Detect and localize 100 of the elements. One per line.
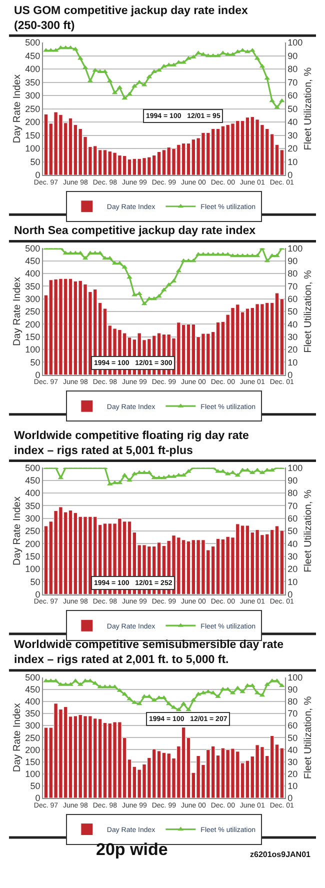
y-tick-label: 400 (25, 488, 40, 498)
y-tick-label: 450 (25, 684, 40, 695)
y2-tick-label: 40 (288, 117, 298, 128)
chart-title: Worldwide competitive semisubmersible day rate index – rigs rated at 2,001 ft. to 5,000 ft. (14, 639, 284, 666)
y-tick-label: 200 (25, 319, 40, 330)
chart-title: Worldwide competitive floating rig day rate index – rigs rated at 5,001 ft-plus (14, 430, 249, 457)
y2-tick-label: 70 (288, 500, 298, 511)
y2-tick-label: 30 (288, 130, 298, 140)
y-tick-label: 450 (25, 50, 40, 61)
y2-tick-label: 70 (288, 281, 298, 292)
y2-tick-label: 50 (288, 732, 298, 743)
y2-tick-label: 70 (288, 77, 298, 88)
y2-tick-label: 50 (288, 306, 298, 317)
y-tick-label: 350 (25, 281, 40, 292)
y-tick-label: 100 (25, 564, 40, 574)
y2-tick-label: 0 (288, 793, 293, 804)
y2-tick-label: 40 (288, 538, 298, 549)
point (102, 256, 108, 260)
y-tick-label: 50 (30, 156, 40, 167)
y-tick-label: 150 (25, 756, 40, 767)
point (92, 680, 98, 685)
point (220, 686, 226, 691)
y-tick-label: 100 (25, 144, 40, 154)
point (156, 695, 162, 700)
y-tick-label: 50 (30, 576, 40, 587)
y-tick-label: 150 (25, 551, 40, 562)
y2-tick-label: 70 (288, 708, 298, 719)
y-tick-label: 100 (25, 768, 40, 779)
point (269, 98, 275, 102)
y2-tick-label: 20 (288, 564, 298, 574)
y2-tick-label: 80 (288, 268, 298, 279)
y-tick-label: 250 (25, 306, 40, 317)
y2-tick-label: 20 (288, 144, 298, 154)
y2-axis-title: Fleet Utilization, % (303, 490, 314, 572)
point (151, 698, 157, 702)
y-tick-label: 0 (35, 370, 40, 380)
y2-tick-label: 30 (288, 756, 298, 767)
point (180, 701, 186, 706)
point (156, 68, 162, 72)
y2-axis-title: Fleet Utilization, % (303, 67, 314, 150)
y2-tick-label: 10 (288, 781, 298, 792)
y2-tick-label: 10 (288, 576, 298, 587)
y-tick-label: 500 (25, 38, 40, 48)
y2-tick-label: 80 (288, 64, 298, 74)
text: z6201os9JAN01 (250, 850, 312, 859)
y-axis-title: Day Rate Index (12, 74, 24, 144)
point (244, 253, 250, 258)
point (215, 53, 221, 58)
y2-tick-label: 30 (288, 551, 298, 562)
point (72, 250, 78, 255)
chart-title: US GOM competitive jackup day rate index (250-300 ft) (14, 5, 249, 32)
y-tick-label: 500 (25, 243, 40, 254)
y-tick-label: 500 (25, 672, 40, 682)
y-tick-label: 450 (25, 256, 40, 266)
point (68, 45, 74, 50)
point (240, 689, 246, 694)
point (244, 683, 250, 688)
point (97, 250, 103, 255)
y2-tick-label: 100 (288, 462, 303, 473)
y-tick-label: 200 (25, 538, 40, 549)
y2-tick-label: 90 (288, 256, 298, 266)
y-tick-label: 500 (25, 462, 40, 473)
point (274, 253, 280, 258)
y-tick-label: 300 (25, 90, 40, 101)
y2-tick-label: 0 (288, 589, 293, 600)
y-axis-title: Day Rate Index (12, 277, 24, 346)
y-tick-label: 350 (25, 500, 40, 511)
y2-axis-title: Fleet Utilization, % (303, 696, 314, 780)
point (269, 253, 275, 258)
y-tick-label: 50 (30, 781, 40, 792)
point (92, 68, 98, 72)
y2-tick-label: 100 (288, 672, 303, 682)
point (186, 707, 192, 712)
point (132, 84, 138, 88)
point (126, 274, 132, 279)
y2-axis-title: Fleet Utilization, % (303, 270, 314, 353)
y2-tick-label: 0 (288, 370, 293, 380)
y-tick-label: 250 (25, 104, 40, 114)
y2-tick-label: 60 (288, 514, 298, 524)
y2-tick-label: 100 (288, 38, 303, 48)
y2-tick-label: 0 (288, 170, 293, 180)
y-tick-label: 300 (25, 294, 40, 304)
y-tick-label: 200 (25, 744, 40, 755)
y-tick-label: 250 (25, 526, 40, 536)
y2-tick-label: 90 (288, 50, 298, 61)
y-tick-label: 350 (25, 708, 40, 719)
y2-tick-label: 90 (288, 684, 298, 695)
y-axis-title: Day Rate Index (12, 703, 24, 772)
y2-tick-label: 100 (288, 243, 303, 254)
point (244, 49, 250, 54)
y2-tick-label: 40 (288, 319, 298, 330)
y-tick-label: 350 (25, 77, 40, 88)
point (190, 258, 196, 262)
y2-tick-label: 90 (288, 476, 298, 486)
y2-tick-label: 10 (288, 357, 298, 368)
point (210, 53, 216, 58)
y2-tick-label: 50 (288, 104, 298, 114)
y-tick-label: 400 (25, 268, 40, 279)
y-tick-label: 50 (30, 357, 40, 368)
y-tick-label: 0 (35, 170, 40, 180)
